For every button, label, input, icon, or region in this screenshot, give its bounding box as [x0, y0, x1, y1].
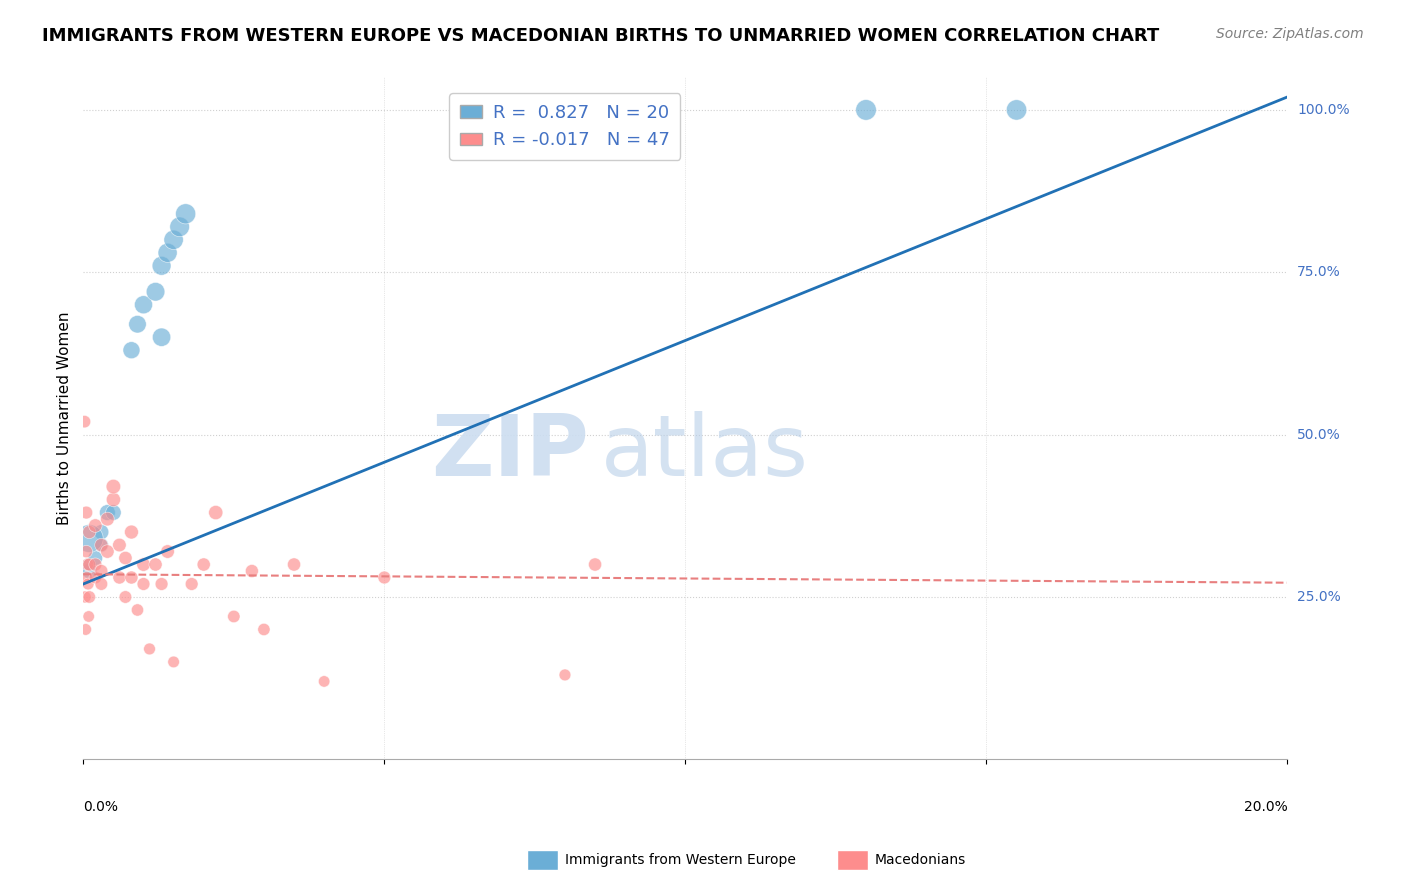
Point	[150, 577, 173, 591]
Point	[90, 577, 112, 591]
Point	[253, 623, 276, 637]
Point	[114, 551, 136, 566]
Point	[108, 570, 131, 584]
Point	[583, 558, 606, 572]
Point	[75, 590, 97, 604]
Point	[222, 609, 245, 624]
Point	[150, 330, 173, 344]
Point	[103, 506, 125, 520]
Text: 25.0%: 25.0%	[1298, 590, 1341, 604]
Point	[855, 103, 877, 117]
Point	[79, 564, 101, 578]
Point	[114, 590, 136, 604]
Point	[169, 219, 191, 234]
Point	[79, 558, 101, 572]
Point	[174, 207, 197, 221]
Point	[75, 623, 97, 637]
Text: Source: ZipAtlas.com: Source: ZipAtlas.com	[1216, 27, 1364, 41]
Text: 20.0%: 20.0%	[1244, 800, 1288, 814]
Point	[90, 538, 112, 552]
Point	[162, 655, 184, 669]
Text: 0.0%: 0.0%	[83, 800, 118, 814]
Point	[96, 512, 118, 526]
Point	[162, 233, 184, 247]
Point	[96, 544, 118, 558]
Point	[84, 558, 107, 572]
Point	[120, 570, 142, 584]
Point	[554, 668, 576, 682]
Text: 50.0%: 50.0%	[1298, 427, 1341, 442]
Point	[79, 524, 101, 539]
Point	[84, 518, 107, 533]
Point	[132, 577, 155, 591]
Legend: R =  0.827   N = 20, R = -0.017   N = 47: R = 0.827 N = 20, R = -0.017 N = 47	[450, 94, 681, 160]
Point	[193, 558, 215, 572]
Point	[76, 558, 98, 572]
Point	[79, 590, 101, 604]
Text: Immigrants from Western Europe: Immigrants from Western Europe	[565, 853, 796, 867]
Point	[240, 564, 263, 578]
Point	[138, 642, 160, 657]
Point	[314, 674, 336, 689]
Point	[108, 538, 131, 552]
Point	[1005, 103, 1028, 117]
Point	[75, 544, 97, 558]
Text: atlas: atlas	[602, 411, 808, 494]
Text: ZIP: ZIP	[432, 411, 589, 494]
Point	[150, 259, 173, 273]
Point	[156, 544, 179, 558]
Point	[96, 506, 118, 520]
Text: Macedonians: Macedonians	[875, 853, 966, 867]
Point	[373, 570, 395, 584]
Point	[132, 298, 155, 312]
Point	[156, 245, 179, 260]
Point	[120, 343, 142, 358]
Point	[283, 558, 305, 572]
Point	[127, 603, 149, 617]
Text: 100.0%: 100.0%	[1298, 103, 1350, 117]
Point	[90, 538, 112, 552]
Point	[204, 506, 226, 520]
Point	[127, 317, 149, 331]
Point	[145, 558, 167, 572]
Point	[145, 285, 167, 299]
Text: 75.0%: 75.0%	[1298, 265, 1341, 279]
Point	[103, 479, 125, 493]
Point	[76, 570, 98, 584]
Point	[73, 415, 96, 429]
Point	[77, 609, 100, 624]
Point	[132, 558, 155, 572]
Point	[103, 492, 125, 507]
Point	[79, 532, 101, 546]
Point	[120, 524, 142, 539]
Point	[75, 506, 97, 520]
Point	[84, 570, 107, 584]
Point	[180, 577, 202, 591]
Point	[77, 577, 100, 591]
Text: IMMIGRANTS FROM WESTERN EUROPE VS MACEDONIAN BIRTHS TO UNMARRIED WOMEN CORRELATI: IMMIGRANTS FROM WESTERN EUROPE VS MACEDO…	[42, 27, 1160, 45]
Point	[79, 558, 101, 572]
Y-axis label: Births to Unmarried Women: Births to Unmarried Women	[58, 311, 72, 525]
Point	[84, 551, 107, 566]
Point	[90, 524, 112, 539]
Point	[90, 564, 112, 578]
